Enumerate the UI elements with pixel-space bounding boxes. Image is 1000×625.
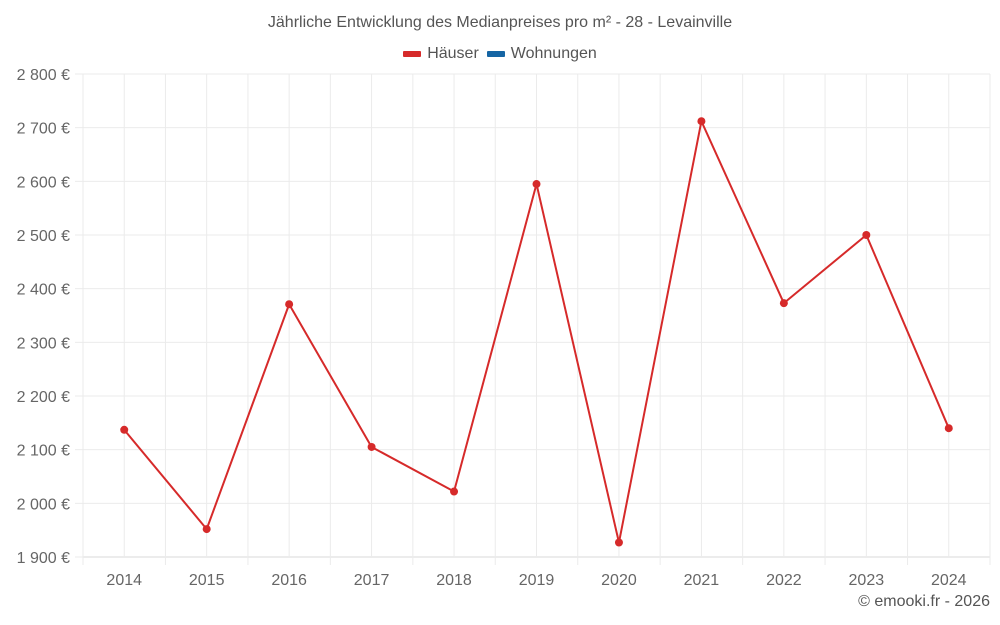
data-point[interactable] [450,487,459,496]
copyright-credit: © emooki.fr - 2026 [858,593,990,610]
x-tick-label: 2018 [436,572,472,589]
x-tick-label: 2014 [106,572,142,589]
data-point[interactable] [120,425,129,434]
y-tick-label: 2 700 € [17,121,70,138]
data-point[interactable] [779,299,788,308]
data-point[interactable] [367,442,376,451]
x-tick-label: 2016 [271,572,307,589]
y-tick-label: 2 000 € [17,496,70,513]
chart-title: Jährliche Entwicklung des Medianpreises … [267,14,733,31]
data-point[interactable] [862,231,871,239]
x-tick-label: 2017 [354,572,390,589]
x-tick-label: 2021 [684,572,720,589]
x-tick-label: 2015 [189,572,225,589]
legend-item-apartments[interactable]: Wohnungen [486,45,597,63]
legend-item-houses[interactable]: Häuser [403,45,479,63]
legend-label-apartments: Wohnungen [510,45,597,62]
x-tick-label: 2020 [601,572,637,589]
x-tick-label: 2024 [931,572,967,589]
x-tick-label: 2023 [849,572,885,589]
y-tick-label: 2 500 € [17,228,70,245]
legend-swatch-apartments-icon [486,51,505,57]
y-tick-label: 2 100 € [17,443,70,460]
x-tick-label: 2019 [519,572,555,589]
legend-label-houses: Häuser [427,45,479,62]
data-point[interactable] [532,180,541,189]
legend-swatch-houses-icon [403,51,422,57]
x-tick-label: 2022 [766,572,802,589]
data-point[interactable] [202,525,211,534]
y-tick-label: 2 400 € [17,282,70,299]
y-tick-label: 2 200 € [17,389,70,406]
data-point[interactable] [697,117,706,126]
data-point[interactable] [614,538,623,547]
y-tick-label: 2 800 € [17,67,70,84]
y-tick-label: 2 300 € [17,335,70,352]
legend: Häuser Wohnungen [0,45,1000,63]
y-tick-label: 2 600 € [17,174,70,191]
data-point[interactable] [285,300,294,309]
y-tick-label: 1 900 € [17,550,70,567]
data-point[interactable] [944,424,953,433]
